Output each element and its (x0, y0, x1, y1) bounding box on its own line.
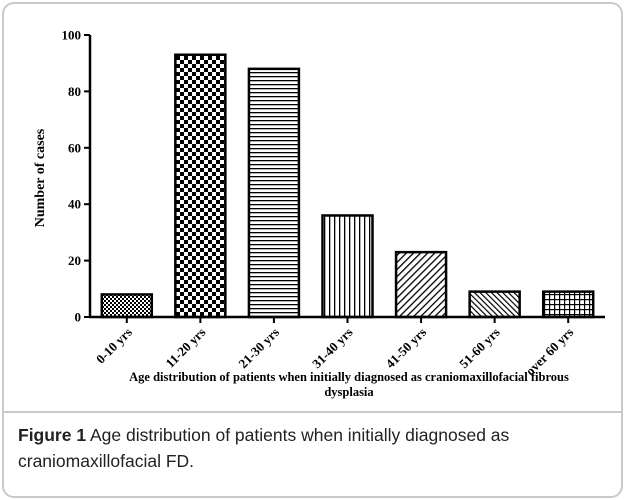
bar (541, 290, 595, 319)
x-axis-title: Age distribution of patients when initia… (129, 370, 569, 399)
y-tick-label: 40 (68, 197, 81, 212)
bar (247, 67, 301, 319)
x-tick-label: 21-30 yrs (235, 325, 282, 372)
x-tick-label: 51-60 yrs (456, 325, 503, 372)
bar (321, 214, 374, 319)
y-tick-label: 100 (62, 28, 82, 43)
x-tick-label: 31-40 yrs (309, 325, 356, 372)
bar (174, 53, 227, 319)
bar (468, 290, 521, 319)
caption-text: Age distribution of patients when initia… (18, 425, 510, 471)
caption: Figure 1 Age distribution of patients wh… (18, 422, 618, 474)
y-tick-label: 60 (68, 140, 81, 155)
x-tick-label: 41-50 yrs (383, 325, 430, 372)
y-tick-label: 0 (75, 310, 82, 325)
y-tick-label: 80 (68, 84, 81, 99)
bar (394, 250, 448, 319)
bar (100, 293, 154, 319)
x-tick-label: 11-20 yrs (162, 325, 208, 371)
y-axis-title: Number of cases (33, 128, 48, 227)
x-tick-label: 0-10 yrs (93, 325, 135, 367)
y-tick-label: 20 (68, 253, 81, 268)
chart: Number of cases 0 20 40 60 80 100 0-10 yrs 11-2… (33, 28, 605, 378)
caption-label: Figure 1 (18, 425, 87, 445)
separator (4, 411, 621, 413)
